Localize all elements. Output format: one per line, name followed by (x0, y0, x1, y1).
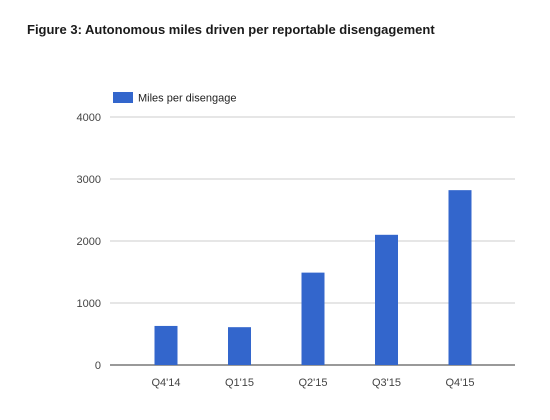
bar (154, 325, 178, 365)
x-tick-label: Q1'15 (225, 377, 254, 389)
chart-title: Figure 3: Autonomous miles driven per re… (27, 22, 435, 37)
y-axis-ticks: 0 1000 2000 3000 4000 (77, 112, 101, 372)
x-axis-ticks: Q4'14 Q1'15 Q2'15 Q3'15 Q4'15 (151, 377, 474, 389)
bar (448, 190, 472, 365)
y-tick-label: 4000 (77, 112, 101, 124)
x-tick-label: Q2'15 (298, 377, 327, 389)
y-tick-label: 0 (95, 360, 101, 372)
y-tick-label: 1000 (77, 298, 101, 310)
bar (375, 234, 398, 365)
y-tick-label: 2000 (77, 236, 101, 248)
bar (228, 327, 251, 365)
x-tick-label: Q4'14 (151, 377, 180, 389)
bars (154, 190, 472, 365)
legend-swatch (113, 92, 133, 103)
legend-label: Miles per disengage (138, 93, 236, 105)
x-tick-label: Q3'15 (372, 377, 401, 389)
bar (301, 272, 325, 365)
legend: Miles per disengage (113, 92, 236, 105)
y-tick-label: 3000 (77, 174, 101, 186)
x-tick-label: Q4'15 (445, 377, 474, 389)
